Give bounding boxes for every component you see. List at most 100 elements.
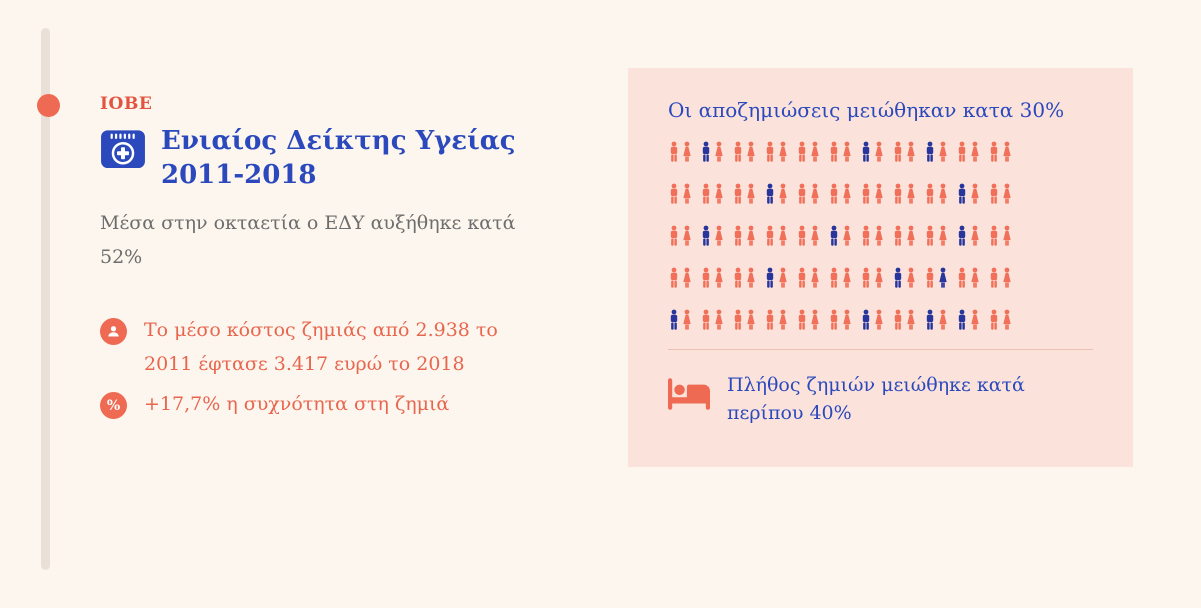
panel-footer: Πλήθος ζημιών μειώθηκε κατά περίπου 40% [668,372,1093,427]
woman-icon [939,183,947,204]
man-icon [990,183,998,204]
man-icon [702,183,710,204]
man-icon [734,183,742,204]
person-pair-icon [860,307,885,336]
man-icon [830,267,838,288]
man-icon [670,309,678,330]
man-icon [830,183,838,204]
person-pair-icon [860,139,885,168]
facts-list: Το μέσο κόστος ζημιάς από 2.938 το 2011 … [100,313,550,422]
man-icon [862,141,870,162]
woman-icon [971,309,979,330]
person-pair-icon [828,139,853,168]
woman-icon [715,225,723,246]
panel-title: Οι αποζημιώσεις μειώθηκαν κατα 30% [668,98,1065,122]
person-pair-icon [860,181,885,210]
man-icon [798,267,806,288]
brand-label: IOBE [100,94,153,114]
timeline-bar [41,28,50,570]
bed-icon [668,376,710,427]
man-icon [894,267,902,288]
man-icon [734,309,742,330]
first-aid-kit-icon [100,127,146,193]
person-pair-icon [796,181,821,210]
person-pair-icon [668,139,693,168]
person-pair-icon [764,223,789,252]
fact-text: Το μέσο κόστος ζημιάς από 2.938 το 2011 … [144,318,498,375]
person-pair-icon [668,307,693,336]
person-pair-icon [764,139,789,168]
man-icon [926,141,934,162]
person-pair-icon [732,307,757,336]
man-icon [894,183,902,204]
woman-icon [683,183,691,204]
panel-divider [668,349,1093,350]
woman-icon [747,183,755,204]
man-icon [766,141,774,162]
woman-icon [939,309,947,330]
woman-icon [971,183,979,204]
woman-icon [907,309,915,330]
woman-icon [1003,183,1011,204]
woman-icon [939,267,947,288]
person-pair-icon [764,181,789,210]
man-icon [990,267,998,288]
person-pair-icon [924,307,949,336]
person-pair-icon [764,307,789,336]
man-icon [702,267,710,288]
person-pair-icon [668,223,693,252]
woman-icon [875,225,883,246]
woman-icon [715,267,723,288]
woman-icon [747,309,755,330]
man-icon [926,183,934,204]
woman-icon [843,225,851,246]
person-pair-icon [956,265,981,294]
person-pair-icon [988,181,1013,210]
woman-icon [875,183,883,204]
man-icon [990,309,998,330]
person-pair-icon [700,139,725,168]
woman-icon [843,141,851,162]
man-icon [702,141,710,162]
woman-icon [1003,225,1011,246]
woman-icon [683,225,691,246]
pictogram-grid [668,139,1093,336]
page-title-line1: Ενιαίος Δείκτης Υγείας [161,126,516,156]
man-icon [798,225,806,246]
man-icon [830,225,838,246]
person-pair-icon [892,265,917,294]
man-icon [702,225,710,246]
pictogram-row [668,223,1093,252]
woman-icon [907,225,915,246]
woman-icon [875,309,883,330]
man-icon [926,267,934,288]
man-icon [862,309,870,330]
person-circle-icon [100,317,127,345]
claims-panel: Οι αποζημιώσεις μειώθηκαν κατα 30% Πλήθο… [628,68,1133,467]
woman-icon [907,141,915,162]
woman-icon [811,183,819,204]
man-icon [766,267,774,288]
man-icon [670,225,678,246]
man-icon [862,267,870,288]
woman-icon [779,225,787,246]
percent-glyph: % [106,397,121,414]
man-icon [798,141,806,162]
man-icon [958,141,966,162]
pictogram-row [668,181,1093,210]
person-pair-icon [828,265,853,294]
person-pair-icon [668,181,693,210]
woman-icon [907,267,915,288]
person-pair-icon [892,223,917,252]
man-icon [670,267,678,288]
person-pair-icon [828,223,853,252]
person-pair-icon [732,181,757,210]
man-icon [862,183,870,204]
man-icon [670,183,678,204]
person-pair-icon [828,181,853,210]
fact-item-frequency: % +17,7% η συχνότητα στη ζημιά [100,387,550,421]
person-pair-icon [796,307,821,336]
header-row: Ενιαίος Δείκτης Υγείας 2011-2018 [100,124,550,193]
page-subtitle: Μέσα στην οκταετία ο ΕΔΥ αυξήθηκε κατά 5… [100,211,516,269]
